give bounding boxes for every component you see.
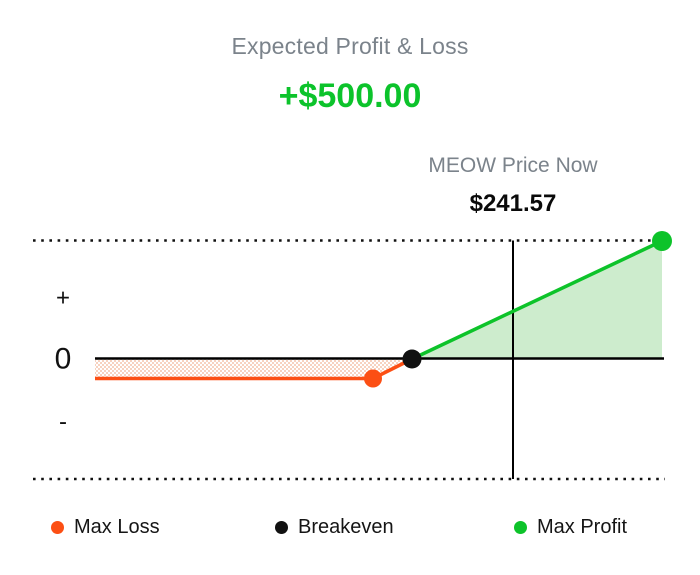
price-now-block: MEOW Price Now $241.57 — [428, 154, 597, 218]
legend-item-breakeven: Breakeven — [275, 516, 394, 538]
page-title: Expected Profit & Loss — [231, 33, 469, 59]
max-profit-dot[interactable] — [652, 231, 672, 251]
legend-item-max-profit: Max Profit — [514, 516, 627, 538]
axis-label-zero: 0 — [55, 343, 72, 376]
pnl-chart[interactable]: + 0 - — [0, 230, 700, 492]
expected-pnl-value: +$500.00 — [278, 77, 422, 115]
legend-label: Max Loss — [74, 515, 160, 538]
legend-label: Breakeven — [298, 515, 394, 538]
max-loss-legend-dot-icon — [51, 520, 64, 534]
breakeven-legend-dot-icon — [275, 520, 288, 534]
price-now-value: $241.57 — [469, 190, 557, 217]
legend-label: Max Profit — [537, 515, 628, 538]
pnl-line-profit-segment — [410, 239, 664, 361]
axis-label-plus: + — [56, 285, 70, 312]
max-profit-legend-dot-icon — [514, 520, 527, 534]
legend-item-max-loss: Max Loss — [51, 516, 160, 538]
max-loss-fill — [95, 358, 412, 379]
breakeven-dot[interactable] — [402, 349, 422, 369]
max-loss-dot[interactable] — [364, 369, 382, 388]
axis-label-minus: - — [59, 409, 67, 436]
price-now-label: MEOW Price Now — [428, 154, 598, 177]
